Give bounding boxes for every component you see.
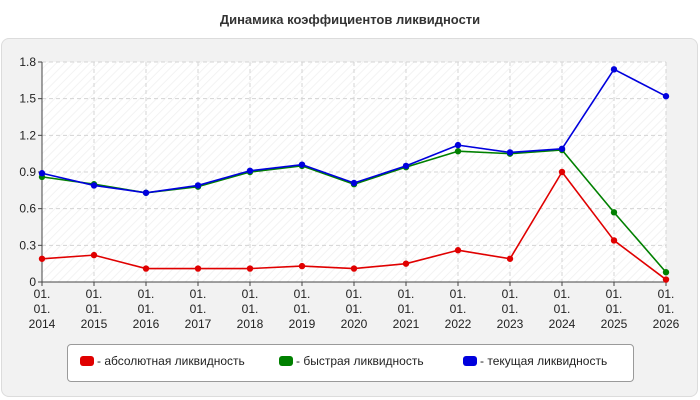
data-point-current: [246, 167, 254, 174]
x-tick-label: 01. 01. 2020: [341, 287, 368, 331]
data-point-absolute: [610, 237, 618, 244]
data-point-absolute: [662, 276, 670, 283]
data-point-current: [298, 161, 306, 168]
legend: - абсолютная ликвидность - быстрая ликви…: [67, 344, 634, 382]
legend-swatch-absolute: [80, 356, 94, 366]
legend-item-current: - текущая ликвидность: [463, 354, 607, 368]
data-point-quick: [610, 209, 618, 216]
data-point-current: [194, 182, 202, 189]
data-point-quick: [662, 269, 670, 276]
legend-swatch-quick: [279, 356, 293, 366]
data-point-absolute: [90, 251, 98, 259]
data-point-current: [506, 149, 514, 156]
x-tick-label: 01. 01. 2025: [601, 287, 628, 331]
data-point-absolute: [298, 262, 306, 270]
legend-label-quick: - быстрая ликвидность: [296, 354, 424, 368]
y-tick-labels: 0 0.3 0.6 0.9 1.2 1.5 1.8: [19, 55, 42, 289]
x-tick-label: 01. 01. 2015: [81, 287, 108, 331]
x-tick-label: 01. 01. 2019: [289, 287, 316, 331]
x-tick-labels: 01. 01. 2014 01. 01. 2015 01. 01. 2016 01. 01. 2017…: [29, 282, 680, 331]
y-tick-label: 0.9: [19, 165, 36, 179]
y-tick-label: 1.2: [19, 128, 36, 142]
legend-label-current: - текущая ликвидность: [480, 354, 608, 368]
line-chart: 0 0.3 0.6 0.9 1.2 1.5 1.8 01. 01. 2014 01. 01. 2015…: [19, 55, 680, 331]
x-tick-label: 01. 01. 2016: [133, 287, 160, 331]
x-tick-label: 01. 01. 2024: [549, 287, 576, 331]
data-point-absolute: [350, 265, 358, 272]
x-tick-label: 01. 01. 2017: [185, 287, 212, 331]
y-tick-label: 0: [29, 275, 36, 289]
x-tick-label: 01. 01. 2021: [393, 287, 420, 331]
x-tick-label: 01. 01. 2014: [29, 287, 56, 331]
data-point-current: [38, 170, 46, 177]
data-point-absolute: [402, 260, 410, 267]
data-point-absolute: [194, 265, 202, 272]
series-lines: [38, 66, 670, 283]
chart-title: Динамика коэффициентов ликвидности: [219, 12, 481, 27]
legend-item-absolute: - абсолютная ликвидность: [80, 354, 245, 368]
data-point-absolute: [506, 255, 514, 262]
legend-label-absolute: - абсолютная ликвидность: [97, 354, 245, 368]
data-point-absolute: [454, 247, 462, 254]
data-point-quick: [454, 148, 462, 155]
y-tick-label: 1.8: [19, 55, 36, 69]
x-tick-label: 01. 01. 2023: [497, 287, 524, 331]
y-tick-label: 1.5: [19, 92, 36, 106]
x-tick-label: 01. 01. 2026: [653, 287, 680, 331]
data-point-current: [454, 141, 462, 149]
data-point-current: [662, 93, 670, 100]
y-tick-label: 0.6: [19, 202, 36, 216]
data-point-current: [350, 179, 358, 187]
data-point-current: [90, 182, 98, 189]
data-point-current: [142, 189, 150, 196]
data-point-current: [402, 162, 410, 170]
data-point-absolute: [38, 255, 46, 262]
data-point-absolute: [558, 168, 566, 176]
x-tick-label: 01. 01. 2018: [237, 287, 264, 331]
data-point-current: [610, 66, 618, 73]
legend-swatch-current: [463, 356, 477, 366]
data-point-absolute: [142, 265, 150, 272]
data-point-current: [558, 145, 566, 152]
y-tick-label: 0.3: [19, 238, 36, 252]
data-point-absolute: [246, 265, 254, 272]
grid-lines: [42, 61, 667, 282]
legend-item-quick: - быстрая ликвидность: [279, 354, 424, 368]
x-tick-label: 01. 01. 2022: [445, 287, 472, 331]
